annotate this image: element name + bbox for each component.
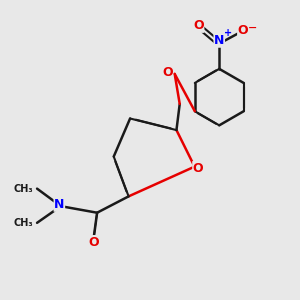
Text: +: + — [224, 28, 232, 38]
Text: O: O — [238, 24, 248, 37]
Text: N: N — [214, 34, 224, 47]
Text: O: O — [88, 236, 99, 249]
Text: CH₃: CH₃ — [14, 184, 34, 194]
Text: N: N — [54, 198, 64, 211]
Text: −: − — [248, 23, 257, 33]
Text: CH₃: CH₃ — [14, 218, 34, 228]
Text: O: O — [162, 66, 172, 79]
Text: O: O — [193, 19, 204, 32]
Text: O: O — [193, 162, 203, 175]
